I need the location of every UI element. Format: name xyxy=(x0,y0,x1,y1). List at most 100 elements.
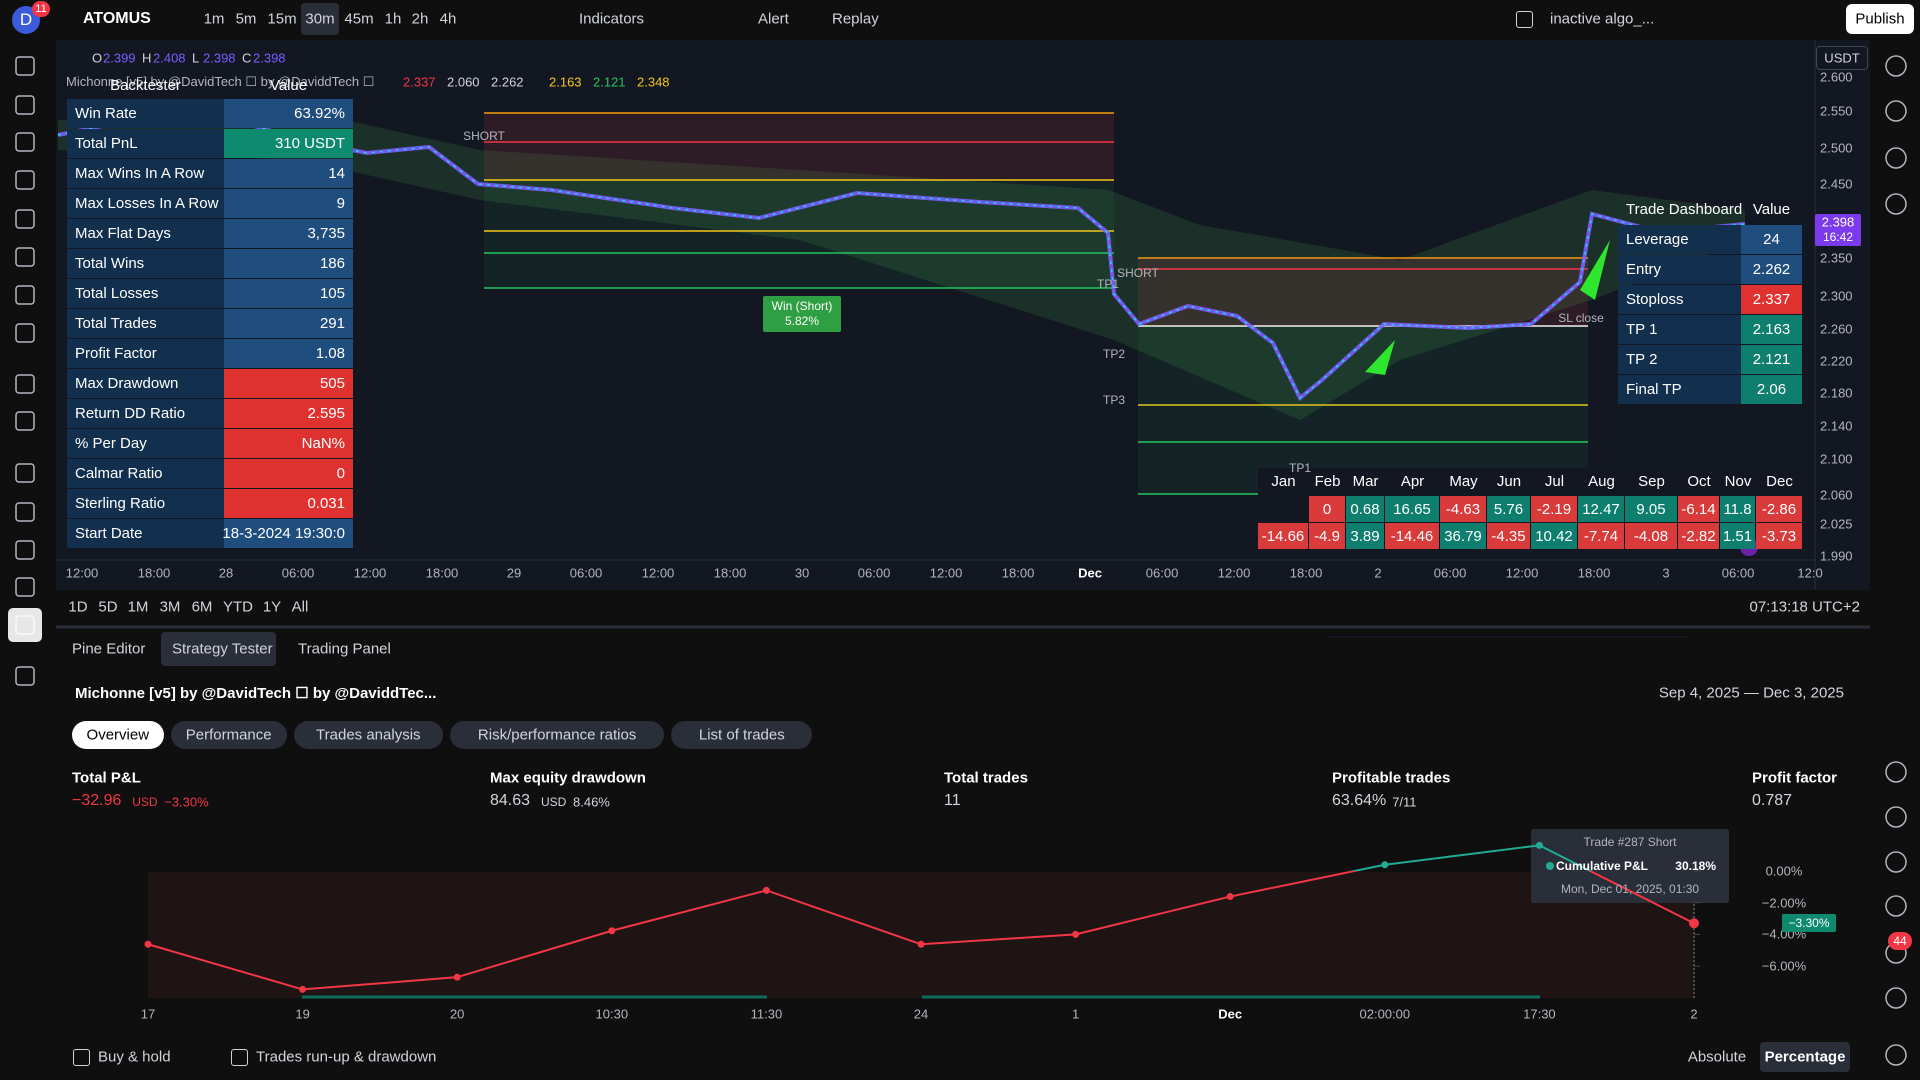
row-value: 310 USDT xyxy=(224,129,353,158)
row-label: Win Rate xyxy=(67,99,224,128)
row-value: NaN% xyxy=(224,429,353,458)
side-icon xyxy=(1885,193,1907,215)
time-label: 06:00 xyxy=(857,565,891,581)
interval[interactable]: 45m xyxy=(344,10,374,28)
row-label: Max Drawdown xyxy=(67,369,224,398)
month-header: Jul xyxy=(1531,468,1578,495)
range-button[interactable]: 1Y xyxy=(262,598,282,616)
table-header: Backtester xyxy=(110,76,181,94)
subtab-bg xyxy=(449,721,665,749)
side-icon xyxy=(1885,987,1907,1009)
month-header: Apr xyxy=(1385,468,1440,495)
equity-point xyxy=(917,940,925,948)
month-value: 36.79 xyxy=(1440,523,1486,549)
stop-zone xyxy=(484,113,1114,180)
dashboard-header: Trade Dashboard xyxy=(1626,201,1743,218)
absolute-toggle[interactable]: Absolute xyxy=(1687,1048,1747,1066)
indicator-value: 2.060 xyxy=(447,74,480,90)
panel-tab[interactable]: Pine Editor xyxy=(72,640,146,658)
row-value: 0 xyxy=(224,459,353,488)
subtab[interactable]: Performance xyxy=(185,726,272,744)
target-zone xyxy=(1138,326,1588,494)
price-current: 2.398 xyxy=(1821,214,1855,230)
subtab[interactable]: Risk/performance ratios xyxy=(477,726,637,744)
time-label: 12:00 xyxy=(1505,565,1539,581)
tooltip-series: Cumulative P&L xyxy=(1556,859,1649,873)
runup[interactable]: Trades run-up & drawdown xyxy=(256,1048,437,1066)
range-button[interactable]: All xyxy=(291,598,309,616)
x-tick-label: 20 xyxy=(449,1006,465,1022)
metric-value: 11 xyxy=(944,792,961,809)
equity-point xyxy=(1072,930,1080,938)
checkbox[interactable] xyxy=(73,1049,90,1066)
subtab[interactable]: Overview xyxy=(86,726,150,744)
month-value: -4.63 xyxy=(1440,496,1486,522)
month-header: Jan xyxy=(1258,468,1309,495)
indicator-value: 2.121 xyxy=(593,74,626,90)
interval[interactable]: 15m xyxy=(267,10,297,28)
month-value: 16.65 xyxy=(1385,496,1439,522)
replay-button[interactable]: Replay xyxy=(832,10,879,28)
equity-point xyxy=(1381,861,1389,869)
month-value: -2.82 xyxy=(1678,523,1719,549)
percentage-toggle[interactable]: Percentage xyxy=(1764,1048,1846,1066)
row-value: 105 xyxy=(224,279,353,308)
date-range[interactable]: Sep 4, 2025 — Dec 3, 2025 xyxy=(1658,684,1844,702)
interval[interactable]: 5m xyxy=(235,10,257,28)
interval[interactable]: 1h xyxy=(384,10,402,28)
x-tick-label: Dec xyxy=(1218,1006,1243,1022)
interval[interactable]: 2h xyxy=(411,10,429,28)
range-button[interactable]: 1M xyxy=(127,598,149,616)
month-value: -4.08 xyxy=(1625,523,1677,549)
range-button[interactable]: 5D xyxy=(98,598,118,616)
ohlc-value: 2.399 xyxy=(103,50,136,66)
row-label: Profit Factor xyxy=(67,339,224,368)
subtab[interactable]: Trades analysis xyxy=(316,726,421,744)
range-button[interactable]: 3M xyxy=(159,598,181,616)
tool-icon xyxy=(15,247,35,267)
range-button[interactable]: YTD xyxy=(223,598,253,616)
tool-icon xyxy=(15,577,35,597)
time-label: 12:00 xyxy=(1217,565,1251,581)
symbol[interactable]: ATOMUS xyxy=(83,10,151,27)
range-button[interactable]: 1D xyxy=(68,598,88,616)
panel-tab[interactable]: Trading Panel xyxy=(298,640,391,658)
subtab-bg xyxy=(293,721,443,749)
last-value-tag: −3.30% xyxy=(1788,916,1830,931)
price-tag xyxy=(1815,214,1861,246)
time-label: 2 xyxy=(1374,565,1382,581)
subtab[interactable]: List of trades xyxy=(698,726,785,744)
interval[interactable]: 4h xyxy=(439,10,457,28)
time-label: 12:00 xyxy=(65,565,99,581)
row-label: Max Wins In A Row xyxy=(67,159,224,188)
row-label: Calmar Ratio xyxy=(67,459,224,488)
interval[interactable]: 1m xyxy=(203,10,225,28)
alert-button[interactable]: Alert xyxy=(758,10,789,28)
month-header: Feb xyxy=(1309,468,1346,495)
x-tick-label: 10:30 xyxy=(595,1006,629,1022)
checkbox[interactable] xyxy=(231,1049,248,1066)
currency[interactable]: USDT xyxy=(1824,50,1860,66)
month-value: -6.14 xyxy=(1678,496,1719,522)
publish-button[interactable]: Publish xyxy=(1855,10,1905,28)
range-button[interactable]: 6M xyxy=(191,598,213,616)
chart-annotation: TP1 xyxy=(1288,461,1312,475)
panel-tab[interactable]: Strategy Tester xyxy=(172,640,273,658)
price-label: 2.450 xyxy=(1820,176,1853,192)
x-tick-label: 11:30 xyxy=(750,1006,783,1022)
indicators-button[interactable]: Indicators xyxy=(579,10,645,28)
interval[interactable]: 30m xyxy=(305,10,335,28)
subtab-bg xyxy=(72,721,164,749)
x-tick-label: 24 xyxy=(913,1006,929,1022)
y-tick-label: −6.00% xyxy=(1761,958,1807,974)
month-value: -14.46 xyxy=(1385,523,1439,549)
tool-icon xyxy=(15,95,35,115)
buy-hold[interactable]: Buy & hold xyxy=(98,1048,171,1066)
tooltip-title: Trade #287 Short xyxy=(1583,835,1677,849)
price-label: 2.300 xyxy=(1820,288,1853,304)
time-label: 18:00 xyxy=(713,565,747,581)
ohlc-label: H xyxy=(142,50,152,66)
x-tick-label: 19 xyxy=(295,1006,310,1022)
algo-select[interactable]: inactive algo_... xyxy=(1550,10,1655,28)
time-label: 12:00 xyxy=(641,565,675,581)
